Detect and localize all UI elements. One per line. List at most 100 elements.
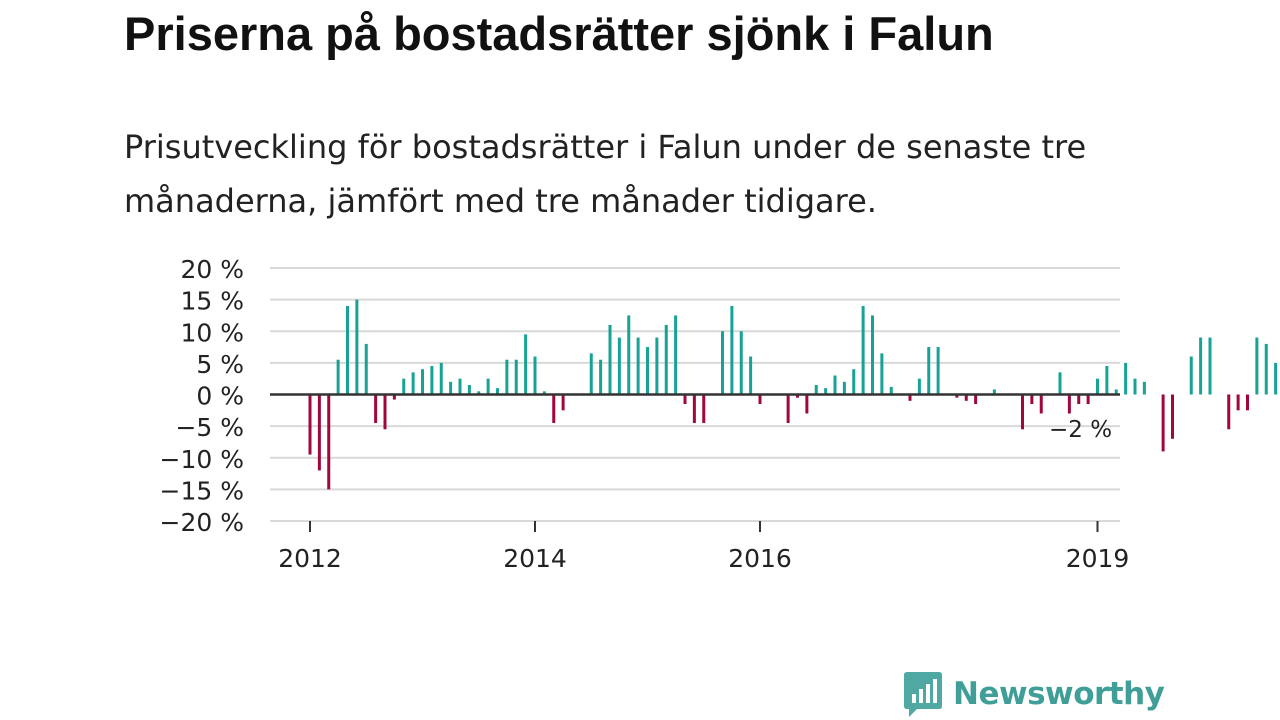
- bar: [1096, 378, 1099, 395]
- bar: [608, 324, 612, 395]
- bar: [561, 394, 565, 411]
- brand: Newsworthy: [903, 670, 1165, 718]
- bar: [327, 394, 331, 490]
- bar: [1067, 394, 1071, 414]
- bar: [1021, 394, 1024, 430]
- bar: [1208, 337, 1212, 395]
- bar: [346, 305, 349, 395]
- bar: [383, 394, 387, 430]
- bar: [364, 343, 368, 395]
- y-tick-label: 5 %: [196, 350, 244, 379]
- bar: [646, 347, 649, 395]
- bar: [599, 359, 603, 395]
- bar: [927, 347, 931, 395]
- bar: [589, 353, 593, 395]
- bar: [1133, 378, 1137, 395]
- bars: [308, 299, 1278, 490]
- bar: [1274, 362, 1278, 395]
- bar: [796, 394, 799, 398]
- brand-name: Newsworthy: [953, 676, 1165, 712]
- bar: [458, 378, 462, 395]
- bar: [533, 356, 537, 395]
- bar: [908, 394, 912, 401]
- bar: [805, 394, 809, 414]
- bar: [449, 381, 453, 395]
- bar: [317, 394, 321, 471]
- y-tick-label: −5 %: [175, 413, 244, 442]
- bar: [1114, 389, 1118, 395]
- bar: [1255, 337, 1259, 395]
- y-axis-labels: 20 % 15 %10 % 5 % 0 %−5 % −10 %−15 % −20 %: [160, 255, 244, 537]
- bar: [355, 299, 359, 395]
- bar: [730, 305, 734, 395]
- bar: [992, 389, 996, 395]
- bar: [411, 372, 415, 395]
- y-tick-label: 15 %: [180, 287, 244, 316]
- bar: [1199, 337, 1203, 395]
- bar: [702, 394, 706, 423]
- bar: [1039, 394, 1043, 414]
- bar: [1030, 394, 1034, 404]
- bar: [617, 337, 621, 395]
- y-tick-label: 0 %: [196, 382, 244, 411]
- bar: [1236, 394, 1240, 411]
- bar: [1142, 381, 1146, 395]
- bar: [1086, 394, 1090, 404]
- bar: [486, 378, 490, 395]
- bar: [833, 375, 837, 395]
- bar: [664, 324, 668, 395]
- newsworthy-logo-icon: [904, 672, 942, 717]
- bar: [1246, 394, 1249, 411]
- bar: [758, 394, 762, 404]
- gridlines: [270, 267, 1120, 522]
- bar: [936, 347, 940, 395]
- bar: [524, 334, 528, 395]
- x-axis: 2012201420162019202120232025: [278, 521, 1130, 573]
- bar: [692, 394, 696, 423]
- bar: [814, 385, 818, 395]
- bar: [552, 394, 556, 423]
- bar: [421, 369, 424, 395]
- bar: [861, 305, 865, 395]
- bar: [683, 394, 687, 404]
- bar: [336, 359, 340, 395]
- bar: [1058, 372, 1062, 395]
- y-tick-label: 10 %: [180, 318, 244, 347]
- x-tick-label: 2012: [278, 544, 342, 573]
- x-tick-label: 2019: [1066, 544, 1130, 573]
- bar: [824, 388, 828, 395]
- bar: [542, 391, 546, 395]
- chart-subtitle: Prisutveckling för bostadsrätter i Falun…: [124, 128, 1087, 220]
- bar: [1161, 394, 1165, 452]
- bar: [477, 391, 481, 395]
- bar: [402, 378, 406, 395]
- bar: [955, 394, 959, 398]
- bar: [655, 337, 659, 395]
- latest-value-label: −2 %: [1049, 417, 1112, 443]
- bar: [308, 394, 312, 455]
- bar: [1124, 362, 1128, 395]
- bar: [1227, 394, 1231, 430]
- bar: [467, 385, 471, 395]
- bar: [1171, 394, 1174, 439]
- bar: [1189, 356, 1193, 395]
- bar: [721, 331, 724, 395]
- bar: [1264, 343, 1268, 395]
- bar: [880, 353, 884, 395]
- bar: [889, 386, 893, 395]
- y-tick-label: −20 %: [160, 508, 244, 537]
- y-tick-label: −15 %: [160, 476, 244, 505]
- bar: [749, 356, 753, 395]
- chart-title: Priserna på bostadsrätter sjönk i Falun: [124, 7, 994, 60]
- y-tick-label: 20 %: [180, 255, 244, 284]
- bar: [627, 315, 631, 395]
- bar: [514, 359, 518, 395]
- bar: [964, 394, 968, 401]
- bar: [871, 315, 874, 395]
- bar: [917, 378, 921, 395]
- bar: [842, 381, 846, 395]
- x-tick-label: 2014: [503, 544, 567, 573]
- bar: [392, 394, 396, 400]
- bar: [786, 394, 790, 423]
